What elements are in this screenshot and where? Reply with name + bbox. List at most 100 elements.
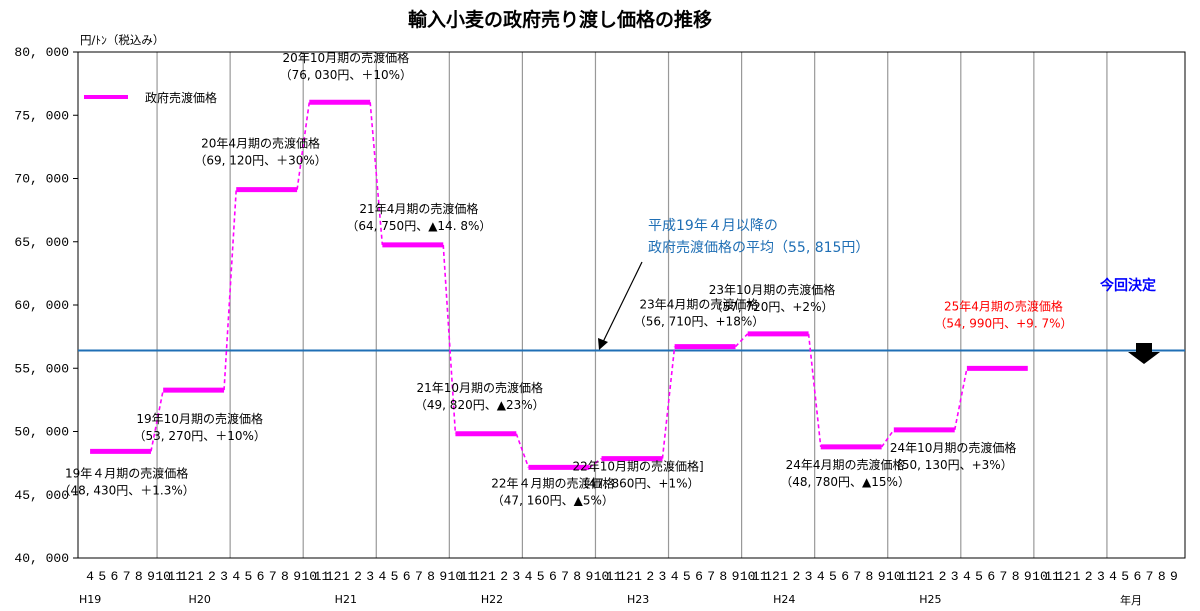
- annotation-value: （56, 710円、+18%）: [634, 315, 765, 329]
- month-tick-label: 10: [301, 569, 317, 584]
- annotation-value: （47, 160円、▲5%）: [492, 493, 614, 507]
- year-tick-label: H21: [335, 593, 357, 606]
- month-tick-label: 3: [805, 569, 813, 584]
- month-tick-label: 10: [740, 569, 756, 584]
- month-tick-label: 5: [391, 569, 399, 584]
- month-tick-label: 6: [257, 569, 265, 584]
- average-label: 政府売渡価格の平均（55, 815円）: [648, 240, 869, 256]
- month-tick-label: 12: [472, 569, 488, 584]
- annotation-value: （64, 750円、▲14. 8%）: [346, 219, 491, 233]
- month-tick-label: 4: [378, 569, 386, 584]
- month-tick-label: 4: [817, 569, 825, 584]
- month-tick-label: 1: [1073, 569, 1081, 584]
- chart-title: 輸入小麦の政府売り渡し価格の推移: [408, 8, 712, 31]
- month-tick-label: 6: [987, 569, 995, 584]
- month-tick-label: 12: [1057, 569, 1073, 584]
- annotation-title: 19年10月期の売渡価格: [136, 411, 263, 426]
- month-tick-label: 12: [764, 569, 780, 584]
- month-tick-label: 4: [232, 569, 240, 584]
- annotation-value: （48, 430円、＋1.3%）: [58, 483, 194, 497]
- month-tick-label: 9: [878, 569, 886, 584]
- month-tick-label: 2: [792, 569, 800, 584]
- month-tick-label: 4: [1109, 569, 1117, 584]
- month-tick-label: 1: [634, 569, 642, 584]
- annotation-title: 23年10月期の売渡価格: [709, 282, 836, 297]
- down-arrow-icon: [1128, 343, 1160, 364]
- month-tick-label: 4: [86, 569, 94, 584]
- year-tick-label: H24: [773, 593, 795, 606]
- year-tick-label: H23: [627, 593, 649, 606]
- transition-line: [150, 389, 164, 452]
- month-tick-label: 12: [910, 569, 926, 584]
- y-tick-label: 80, 000: [14, 45, 69, 60]
- annotation-title: 24年4月期の売渡価格: [786, 457, 905, 472]
- month-tick-label: 2: [354, 569, 362, 584]
- month-tick-label: 5: [244, 569, 252, 584]
- month-tick-label: 6: [111, 569, 119, 584]
- month-tick-label: 7: [853, 569, 861, 584]
- average-pointer: [602, 261, 643, 343]
- transition-line: [953, 368, 968, 431]
- month-tick-label: 2: [646, 569, 654, 584]
- month-tick-label: 11: [460, 569, 476, 584]
- price-series: [90, 99, 1028, 470]
- annotation-title: 24年10月期の売渡価格: [890, 440, 1017, 455]
- annotation-title: 20年10月期の売渡価格: [283, 50, 410, 65]
- month-tick-label: 7: [1000, 569, 1008, 584]
- month-tick-label: 12: [326, 569, 342, 584]
- month-tick-label: 2: [939, 569, 947, 584]
- month-tick-label: 3: [1097, 569, 1105, 584]
- month-tick-label: 8: [135, 569, 143, 584]
- month-tick-label: 1: [926, 569, 934, 584]
- month-tick-label: 7: [415, 569, 423, 584]
- year-tick-label: H20: [189, 593, 211, 606]
- month-tick-label: 11: [314, 569, 330, 584]
- month-tick-label: 5: [537, 569, 545, 584]
- month-tick-label: 1: [196, 569, 204, 584]
- transition-line: [807, 333, 822, 448]
- annotation-value: （54, 990円、+9. 7%）: [934, 316, 1072, 330]
- month-tick-label: 1: [780, 569, 788, 584]
- month-tick-label: 10: [886, 569, 902, 584]
- annotation-title: 22年10月期の売渡価格]: [572, 459, 703, 474]
- month-tick-label: 9: [293, 569, 301, 584]
- y-tick-label: 40, 000: [14, 551, 69, 566]
- month-tick-label: 9: [585, 569, 593, 584]
- annotation-value: （69, 120円、＋30%）: [194, 154, 326, 168]
- month-tick-label: 11: [898, 569, 914, 584]
- month-tick-label: 7: [561, 569, 569, 584]
- month-tick-label: 5: [98, 569, 106, 584]
- month-tick-label: 2: [500, 569, 508, 584]
- annotation-title: 25年4月期の売渡価格: [944, 298, 1063, 313]
- month-tick-label: 7: [123, 569, 131, 584]
- x-axis-label: 年月: [1120, 593, 1142, 607]
- annotation-value: （49, 820円、▲23%）: [415, 398, 545, 412]
- month-tick-label: 2: [208, 569, 216, 584]
- month-tick-label: 7: [707, 569, 715, 584]
- month-tick-label: 2: [1085, 569, 1093, 584]
- transition-line: [515, 433, 530, 468]
- transition-line: [661, 346, 676, 459]
- month-tick-label: 5: [829, 569, 837, 584]
- average-label: 平成19年４月以降の: [648, 218, 778, 234]
- month-tick-label: 12: [618, 569, 634, 584]
- transition-line: [369, 102, 384, 245]
- month-tick-label: 8: [281, 569, 289, 584]
- annotation-value: （50, 130円、+3%）: [890, 458, 1013, 472]
- month-tick-label: 9: [732, 569, 740, 584]
- annotation-title: 19年４月期の売渡価格: [65, 465, 188, 480]
- annotation-title: 21年4月期の売渡価格: [359, 201, 478, 216]
- month-tick-label: 6: [1133, 569, 1141, 584]
- annotation-value: （76, 030円、＋10%）: [280, 68, 412, 82]
- y-axis: 40, 000 45, 000 50, 000 55, 000 60, 000 65, 0…: [14, 45, 78, 566]
- month-tick-label: 8: [573, 569, 581, 584]
- grid-lines: [156, 52, 1108, 558]
- month-tick-label: 12: [180, 569, 196, 584]
- month-tick-label: 1: [342, 569, 350, 584]
- month-tick-label: 10: [448, 569, 464, 584]
- month-tick-label: 7: [1146, 569, 1154, 584]
- transition-line: [296, 102, 311, 190]
- annotation-value: （47, 860円、+1%）: [577, 477, 700, 491]
